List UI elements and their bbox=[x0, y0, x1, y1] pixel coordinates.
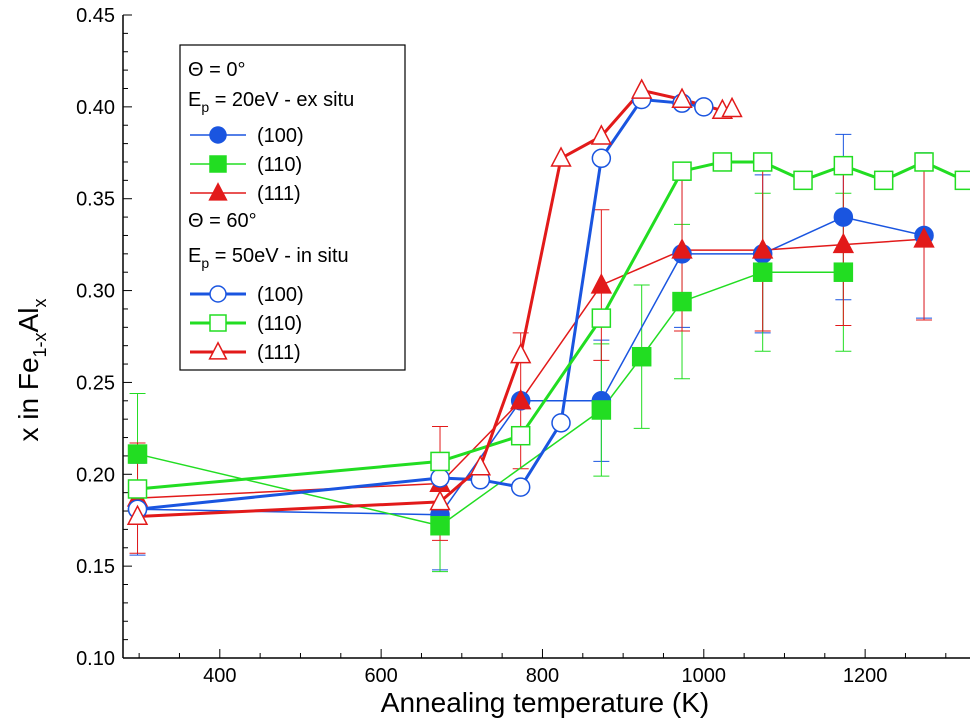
data-point bbox=[672, 161, 692, 181]
y-axis-label: x in Fe1-xAlx bbox=[13, 299, 50, 442]
x-axis-label: Annealing temperature (K) bbox=[381, 687, 709, 718]
x-tick-label: 1000 bbox=[682, 665, 727, 687]
legend-label: (110) bbox=[257, 313, 302, 335]
data-point bbox=[833, 207, 854, 227]
legend-entries: (100) (110) (111) (100) (110) (111) bbox=[190, 125, 304, 364]
y-tick-label: 0.30 bbox=[76, 281, 115, 303]
data-point bbox=[672, 291, 692, 312]
series-markers bbox=[126, 78, 970, 536]
legend: Θ = 0° Ep = 20eV - ex situ Θ = 60° Ep = … bbox=[179, 44, 406, 371]
data-point bbox=[510, 477, 531, 497]
data-point bbox=[591, 400, 612, 420]
data-point bbox=[873, 170, 894, 191]
legend-label: (100) bbox=[257, 125, 304, 147]
legend-label: (111) bbox=[257, 183, 301, 205]
legend-group1-line2: Ep = 20eV - ex situ bbox=[188, 89, 354, 115]
data-point bbox=[591, 308, 612, 328]
y-tick-label: 0.45 bbox=[76, 5, 115, 27]
y-tick-label: 0.35 bbox=[76, 189, 115, 211]
data-point bbox=[127, 444, 148, 464]
data-point bbox=[752, 262, 773, 282]
data-point bbox=[127, 479, 148, 499]
series-line bbox=[137, 238, 925, 499]
data-point bbox=[913, 227, 935, 248]
data-point bbox=[590, 124, 613, 145]
data-point bbox=[430, 468, 450, 488]
legend-marker bbox=[208, 341, 228, 360]
x-tick-label: 400 bbox=[203, 665, 236, 687]
legend-marker bbox=[209, 126, 227, 144]
y-axis-label-mid: Al bbox=[13, 308, 44, 333]
axes: 0.10 0.15 0.20 0.25 0.30 0.35 0.40 0.45 400 600 80… bbox=[76, 5, 970, 687]
legend-marker bbox=[209, 155, 227, 173]
x-tick-label: 800 bbox=[526, 665, 559, 687]
legend-group1-ep-value: = 20eV - ex situ bbox=[209, 89, 354, 111]
data-point bbox=[509, 388, 532, 410]
y-tick-label: 0.20 bbox=[76, 464, 115, 486]
legend-group1-ep: E bbox=[188, 89, 201, 111]
y-axis-label-sub2: x bbox=[30, 299, 50, 308]
data-point bbox=[721, 96, 743, 118]
data-point bbox=[430, 451, 450, 472]
legend-label: (111) bbox=[257, 342, 301, 364]
data-point bbox=[712, 152, 733, 172]
data-point bbox=[751, 238, 774, 259]
y-tick-label: 0.40 bbox=[76, 97, 115, 119]
data-point bbox=[430, 515, 450, 536]
data-point bbox=[510, 425, 531, 446]
data-point bbox=[591, 148, 612, 169]
legend-marker bbox=[208, 182, 228, 201]
legend-group2-ep: E bbox=[188, 245, 201, 267]
x-tick-label: 600 bbox=[364, 665, 397, 687]
legend-label: (100) bbox=[257, 284, 304, 306]
legend-group2-ep-value: = 50eV - in situ bbox=[209, 245, 349, 267]
data-point bbox=[551, 413, 571, 433]
data-point bbox=[671, 87, 693, 109]
data-point bbox=[590, 273, 613, 294]
data-point bbox=[833, 155, 854, 176]
data-point bbox=[914, 152, 934, 172]
x-tick-label: 1200 bbox=[843, 665, 888, 687]
data-point bbox=[671, 238, 693, 259]
y-axis-label-sub1: 1-x bbox=[30, 332, 50, 357]
legend-group1-ep-sub: p bbox=[201, 99, 209, 115]
data-point bbox=[752, 152, 773, 172]
legend-marker bbox=[209, 314, 227, 332]
data-point bbox=[126, 504, 149, 526]
data-point bbox=[833, 262, 854, 282]
y-axis-label-base: x in Fe bbox=[13, 357, 44, 441]
series-line bbox=[137, 216, 925, 516]
data-point bbox=[550, 146, 572, 167]
legend-group1-line1: Θ = 0° bbox=[188, 59, 245, 81]
y-tick-label: 0.15 bbox=[76, 556, 115, 578]
data-point bbox=[694, 97, 714, 117]
data-point bbox=[631, 346, 652, 367]
data-point bbox=[429, 489, 451, 511]
data-point bbox=[832, 232, 855, 254]
legend-group2-line1: Θ = 60° bbox=[188, 210, 257, 232]
data-point bbox=[793, 170, 813, 191]
legend-group2-line2: Ep = 50eV - in situ bbox=[188, 245, 349, 271]
legend-marker bbox=[209, 285, 227, 303]
data-point bbox=[954, 170, 970, 191]
legend-label: (110) bbox=[257, 154, 302, 176]
y-tick-label: 0.25 bbox=[76, 372, 115, 394]
legend-group2-ep-sub: p bbox=[201, 255, 209, 271]
data-point bbox=[469, 454, 492, 476]
y-tick-label: 0.10 bbox=[76, 648, 115, 670]
data-point bbox=[630, 78, 653, 99]
data-point bbox=[509, 342, 532, 364]
